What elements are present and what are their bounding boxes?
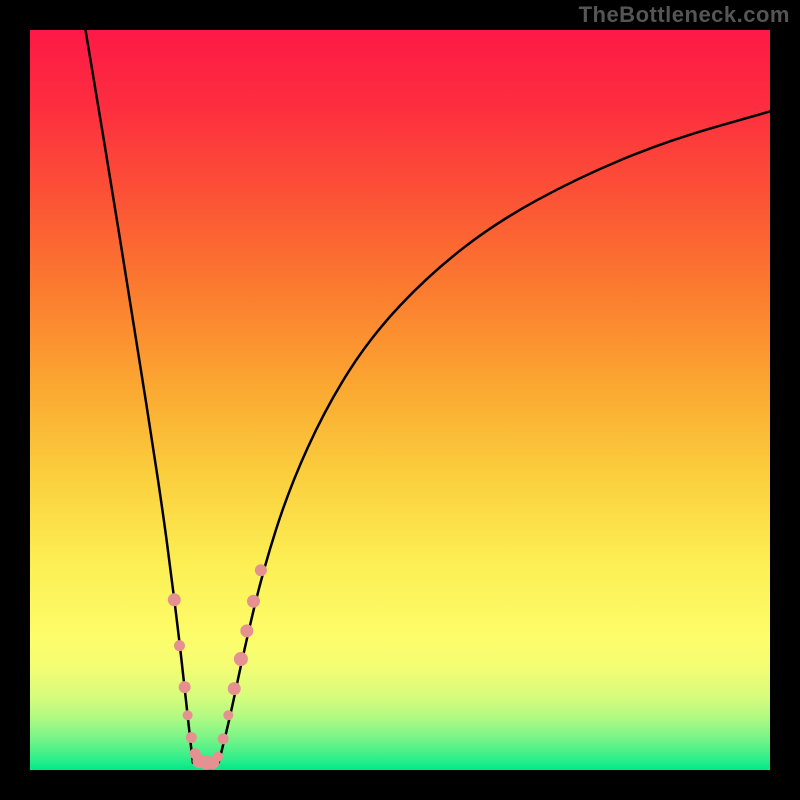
data-point: [183, 710, 193, 720]
data-point: [186, 732, 197, 743]
data-point: [255, 564, 267, 576]
bottleneck-chart-svg: [0, 0, 800, 800]
watermark-text: TheBottleneck.com: [579, 2, 790, 28]
plot-background-gradient: [30, 30, 770, 770]
data-point: [174, 640, 185, 651]
data-point: [168, 593, 181, 606]
data-point: [223, 710, 233, 720]
data-point: [240, 624, 253, 637]
data-point: [228, 682, 241, 695]
data-point: [234, 652, 248, 666]
chart-stage: TheBottleneck.com: [0, 0, 800, 800]
data-point: [247, 595, 260, 608]
data-point: [179, 681, 191, 693]
data-point: [213, 752, 223, 762]
data-point: [218, 733, 229, 744]
